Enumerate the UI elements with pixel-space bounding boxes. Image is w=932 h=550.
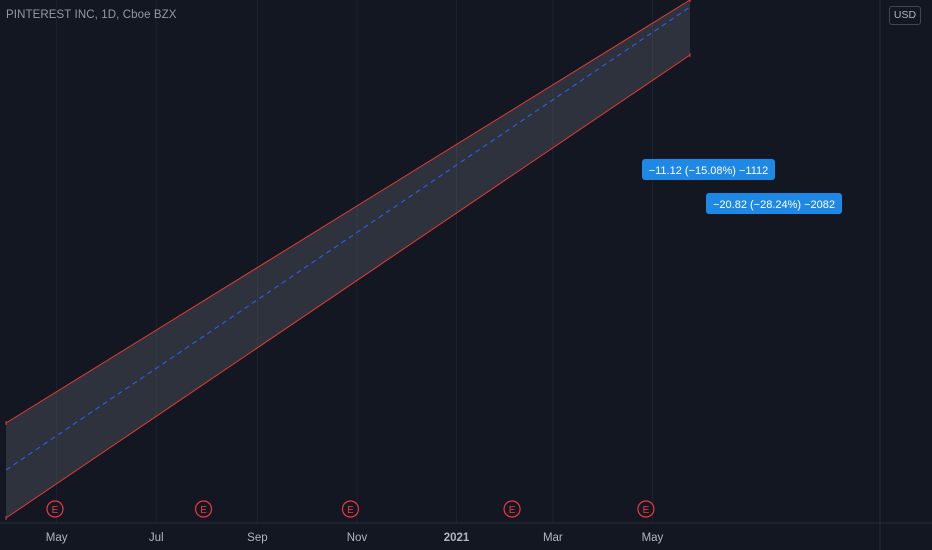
earnings-marker-label: E [52,505,59,516]
measure-tag-label: −11.12 (−15.08%) −1112 [649,165,769,177]
earnings-marker[interactable]: E [46,500,64,518]
x-tick-label: 2021 [444,532,470,544]
x-tick-label: Sep [247,532,267,544]
grid [56,0,653,523]
x-tick-label: May [642,532,664,544]
measure-tag [642,159,775,180]
x-tick-label: Nov [347,532,368,544]
x-tick-label: Jul [149,532,164,544]
x-tick-label: May [46,532,68,544]
earnings-marker-label: E [643,505,650,516]
channel-midline[interactable] [5,6,691,471]
currency-button[interactable]: USD [889,6,921,25]
earnings-marker-label: E [509,505,516,516]
earnings-marker-label: E [200,505,207,516]
earnings-marker[interactable]: E [194,500,213,518]
earnings-marker-label: E [347,505,354,516]
channel-lower-line[interactable] [5,54,691,519]
channel-fill [6,0,690,518]
channel-upper-line[interactable] [5,0,691,424]
regression-channel[interactable] [5,0,691,520]
earnings-marker[interactable]: E [637,500,655,518]
measure-tag-label: −20.82 (−28.24%) −2082 [713,199,835,211]
earnings-marker[interactable]: E [503,500,521,518]
earnings-marker[interactable]: E [341,500,360,518]
x-tick-label: Mar [543,532,563,544]
measure-tag [706,193,842,214]
chart-title: PINTEREST INC, 1D, Cboe BZX [6,9,177,21]
